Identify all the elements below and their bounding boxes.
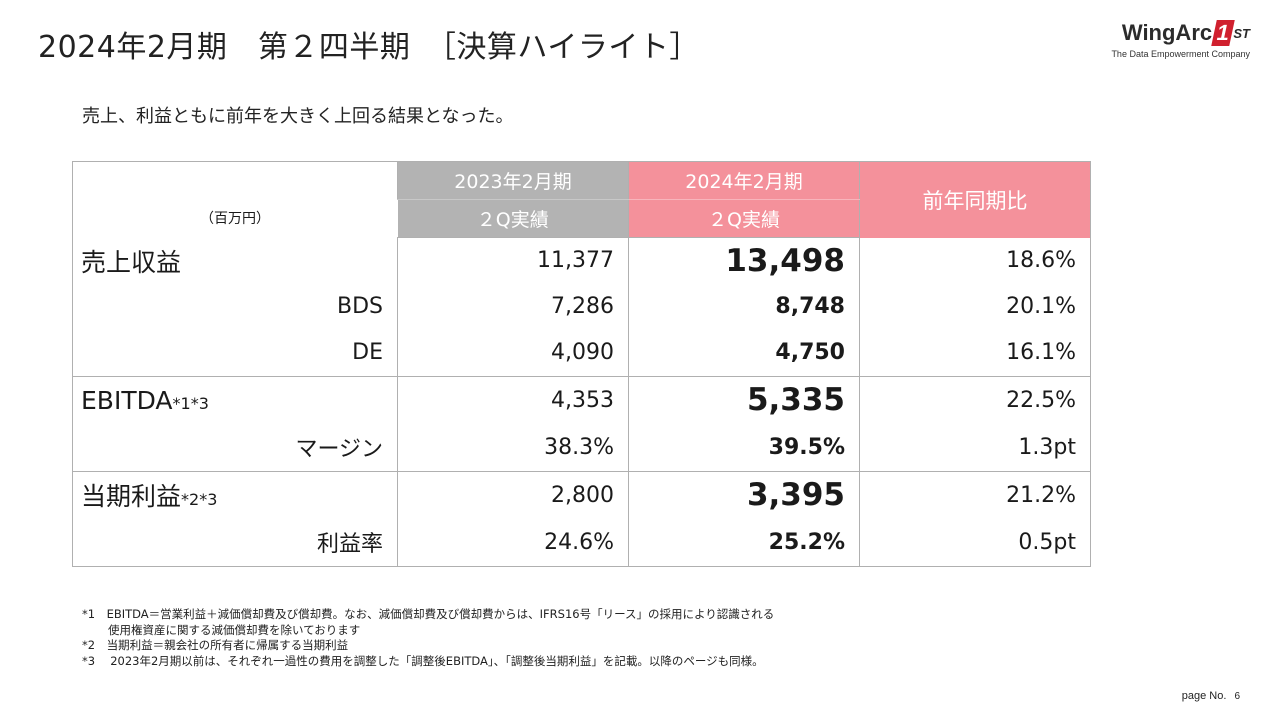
table-row-net-income: 当期利益*2*3 2,800 3,395 21.2% xyxy=(72,470,1091,519)
row-label: 売上収益 xyxy=(81,247,182,277)
logo-suffix: ST xyxy=(1233,25,1250,41)
yoy-value: 18.6% xyxy=(859,237,1091,284)
page-number-value: 6 xyxy=(1234,691,1240,702)
page-label: page No. xyxy=(1181,690,1227,702)
logo-text: WingArc xyxy=(1121,20,1213,45)
footnote-3: *3 2023年2月期以前は、それぞれ一過性の費用を調整した「調整後EBITDA… xyxy=(82,653,764,668)
yoy-value: 22.5% xyxy=(859,375,1091,424)
logo-mark: 1 xyxy=(1211,20,1236,46)
row-label: 当期利益*2*3 xyxy=(72,470,398,519)
row-label-text: 当期利益 xyxy=(81,482,182,511)
yoy-value: 1.3pt xyxy=(859,423,1091,471)
prev-value: 2,800 xyxy=(397,470,629,519)
prev-value: 7,286 xyxy=(397,283,629,330)
table-row-margin: マージン 38.3% 39.5% 1.3pt xyxy=(73,423,1091,471)
prev-value: 11,377 xyxy=(397,237,629,284)
prev-value: 38.3% xyxy=(397,423,629,471)
curr-value: 5,335 xyxy=(628,375,860,424)
footnote-ref: *1*3 xyxy=(172,393,209,413)
page-title: 2024年2月期 第２四半期 ［決算ハイライト］ xyxy=(38,30,700,65)
yoy-value: 16.1% xyxy=(859,329,1091,376)
summary-text: 売上、利益ともに前年を大きく上回る結果となった。 xyxy=(82,106,514,127)
table-row-revenue: 売上収益 11,377 13,498 18.6% xyxy=(73,237,1091,284)
logo-tagline: The Data Empowerment Company xyxy=(1111,49,1250,59)
table-header-row: ２Q実績 ２Q実績 xyxy=(73,199,1091,238)
company-logo: WingArc 1 ST The Data Empowerment Compan… xyxy=(1110,20,1250,59)
row-label: DE xyxy=(352,340,383,365)
footnote-ref: *2*3 xyxy=(181,490,218,509)
curr-value: 13,498 xyxy=(628,237,860,284)
row-label: BDS xyxy=(337,294,383,319)
footnotes: *1 EBITDA＝営業利益＋減価償却費及び償却費。なお、減価償却費及び償却費か… xyxy=(82,607,774,669)
curr-value: 25.2% xyxy=(628,518,860,566)
highlights-table: （百万円） 2023年2月期 2024年2月期 前年同期比 ２Q実績 ２Q実績 … xyxy=(72,161,1091,567)
row-label: EBITDA*1*3 xyxy=(72,375,398,424)
footnote-2: *2 当期利益＝親会社の所有者に帰属する当期利益 xyxy=(82,638,349,652)
page-number: page No. 6 xyxy=(1182,690,1240,702)
prev-value: 4,353 xyxy=(397,375,629,424)
footnote-1: *1 EBITDA＝営業利益＋減価償却費及び償却費。なお、減価償却費及び償却費か… xyxy=(82,607,775,621)
curr-value: 39.5% xyxy=(628,423,860,471)
header-curr-year: 2024年2月期 xyxy=(628,161,860,200)
table-row-net-rate: 利益率 24.6% 25.2% 0.5pt xyxy=(73,518,1091,566)
yoy-value: 0.5pt xyxy=(859,518,1091,566)
yoy-value: 21.2% xyxy=(859,470,1091,519)
table-header-row: （百万円） 2023年2月期 2024年2月期 前年同期比 xyxy=(73,161,1091,238)
header-yoy: 前年同期比 xyxy=(859,161,1091,238)
curr-value: 4,750 xyxy=(628,329,860,376)
yoy-value: 20.1% xyxy=(859,283,1091,330)
prev-value: 4,090 xyxy=(397,329,629,376)
row-label: 利益率 xyxy=(316,532,383,557)
table-row-bds: BDS 7,286 8,748 20.1% xyxy=(73,283,1091,330)
curr-value: 8,748 xyxy=(628,283,860,330)
header-prev-period: ２Q実績 xyxy=(397,199,629,238)
curr-value: 3,395 xyxy=(628,470,860,519)
prev-value: 24.6% xyxy=(397,518,629,566)
footnote-1-cont: 使用権資産に関する減価償却費を除いております xyxy=(108,622,361,637)
row-label: マージン xyxy=(295,437,383,462)
row-label-text: EBITDA xyxy=(81,385,173,415)
table-row-de: DE 4,090 4,750 16.1% xyxy=(73,329,1091,376)
table-row-ebitda: EBITDA*1*3 4,353 5,335 22.5% xyxy=(72,375,1091,424)
unit-label: （百万円） xyxy=(200,210,270,227)
header-prev-year: 2023年2月期 xyxy=(397,161,629,200)
header-curr-period: ２Q実績 xyxy=(628,199,860,238)
